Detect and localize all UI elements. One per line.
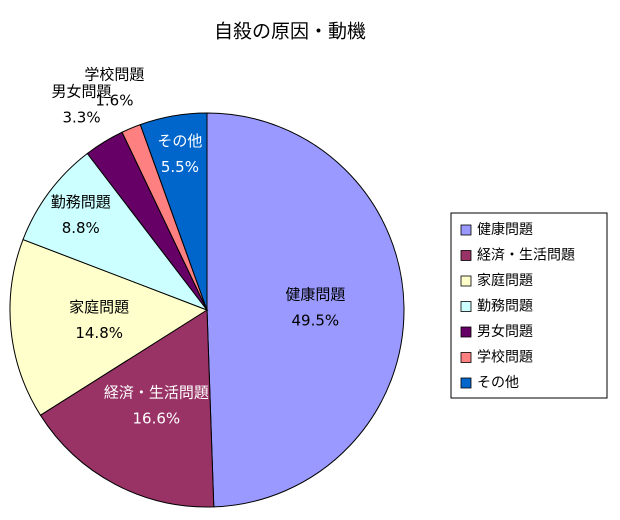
slice-value-label: 16.6%	[133, 409, 181, 427]
pie-slice	[139, 112, 208, 311]
legend-swatch	[460, 377, 472, 389]
legend-swatch	[460, 301, 472, 312]
slice-label: 男女問題	[52, 83, 112, 101]
slice-value-label: 5.5%	[161, 158, 199, 176]
legend-label: 学校問題	[477, 349, 533, 366]
slice-label: 学校問題	[84, 66, 144, 84]
pie-slice	[206, 112, 405, 508]
pie-slice	[39, 309, 215, 508]
slice-value-label: 49.5%	[292, 312, 340, 330]
legend-label: 家庭問題	[477, 272, 533, 289]
legend-label: 健康問題	[477, 221, 533, 238]
legend-swatch	[460, 275, 472, 287]
legend-label: 経済・生活問題	[477, 248, 575, 264]
legend-swatch	[460, 352, 472, 363]
slice-label: 家庭問題	[69, 298, 129, 316]
legend-box	[450, 212, 608, 399]
slice-value-label: 8.8%	[62, 219, 100, 237]
legend-label: 男女問題	[477, 323, 533, 340]
slice-value-label: 3.3%	[62, 109, 100, 127]
slice-value-label: 1.6%	[95, 92, 133, 110]
legend-label: 勤務問題	[477, 299, 533, 315]
pie-slice	[22, 152, 209, 312]
legend-swatch	[460, 250, 472, 261]
legend-swatch	[460, 326, 472, 338]
chart-title: 自殺の原因・動機	[214, 21, 366, 43]
slice-value-label: 14.8%	[75, 324, 123, 342]
pie-slice	[9, 238, 209, 416]
legend-swatch	[460, 224, 472, 236]
slice-label: その他	[157, 132, 202, 150]
slice-label: 勤務問題	[51, 193, 111, 211]
slice-label: 経済・生活問題	[104, 383, 209, 401]
slice-label: 健康問題	[285, 286, 345, 304]
legend-label: その他	[477, 375, 519, 391]
